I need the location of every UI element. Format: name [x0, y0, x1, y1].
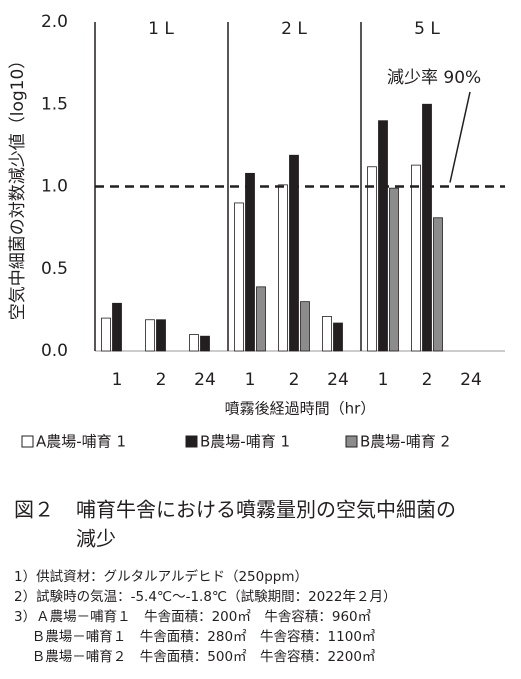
bar [189, 334, 199, 352]
bar [333, 322, 343, 352]
caption-label: 図２ [14, 498, 54, 522]
x-tick-label: 1 [245, 370, 256, 390]
note: Ｂ農場－哺育２ 牛舎面積：500㎡ 牛舎容積：2200㎥ [14, 648, 375, 665]
x-tick-label: 2 [289, 370, 300, 390]
reference-pointer [449, 91, 471, 183]
note: 3）Ａ農場－哺育１ 牛舎面積：200㎡ 牛舎容積：960㎥ [14, 608, 371, 625]
bar [322, 316, 332, 352]
y-tick-label: 0.0 [41, 341, 68, 361]
bar [256, 286, 266, 352]
bar [101, 317, 111, 352]
note: 1）供試資材：グルタルアルデヒド（250ppm） [14, 568, 308, 585]
x-tick-label: 24 [460, 370, 482, 390]
y-tick-label: 1.5 [41, 94, 68, 114]
bar [112, 302, 122, 352]
bar [433, 217, 443, 352]
bar [245, 172, 255, 352]
legend-label: B農場-哺育 1 [200, 433, 290, 451]
legend-marker [345, 435, 358, 448]
x-tick-label: 1 [112, 370, 123, 390]
y-tick-label: 1.0 [41, 177, 68, 197]
y-tick-label: 0.5 [41, 259, 68, 279]
bar [389, 187, 399, 352]
legend-label: B農場-哺育 2 [360, 433, 450, 451]
legend-marker [21, 435, 34, 448]
y-tick-label: 2.0 [41, 12, 68, 32]
bar [411, 164, 421, 352]
caption-line: 哺育牛舎における噴霧量別の空気中細菌の [76, 498, 456, 522]
panel-title: 1 L [148, 19, 174, 39]
panel-title: 5 L [414, 19, 440, 39]
bar [378, 120, 388, 352]
caption-line: 減少 [76, 527, 116, 551]
bar [289, 154, 299, 352]
y-axis-title: 空気中細菌の対数減少値（log10） [8, 52, 28, 321]
reference-label: 減少率 90% [387, 68, 481, 88]
x-tick-label: 2 [422, 370, 433, 390]
legend-label: A農場-哺育 1 [36, 433, 126, 451]
note: Ｂ農場－哺育１ 牛舎面積：280㎡ 牛舎容積：1100㎥ [14, 628, 375, 645]
x-tick-label: 24 [327, 370, 349, 390]
bar [278, 184, 288, 352]
bar [200, 335, 210, 352]
x-axis-title: 噴霧後経過時間（hr） [225, 400, 376, 418]
bar [156, 319, 166, 352]
bar [367, 166, 377, 352]
bar [234, 202, 244, 352]
bar [300, 301, 310, 352]
panel-title: 2 L [281, 19, 307, 39]
x-tick-label: 1 [378, 370, 389, 390]
bar [145, 319, 155, 352]
bar [422, 103, 432, 352]
legend-marker [185, 435, 198, 448]
x-tick-label: 2 [156, 370, 167, 390]
x-tick-label: 24 [194, 370, 216, 390]
note: 2）試験時の気温：-5.4℃～-1.8℃（試験期間：2022年２月） [14, 589, 396, 605]
